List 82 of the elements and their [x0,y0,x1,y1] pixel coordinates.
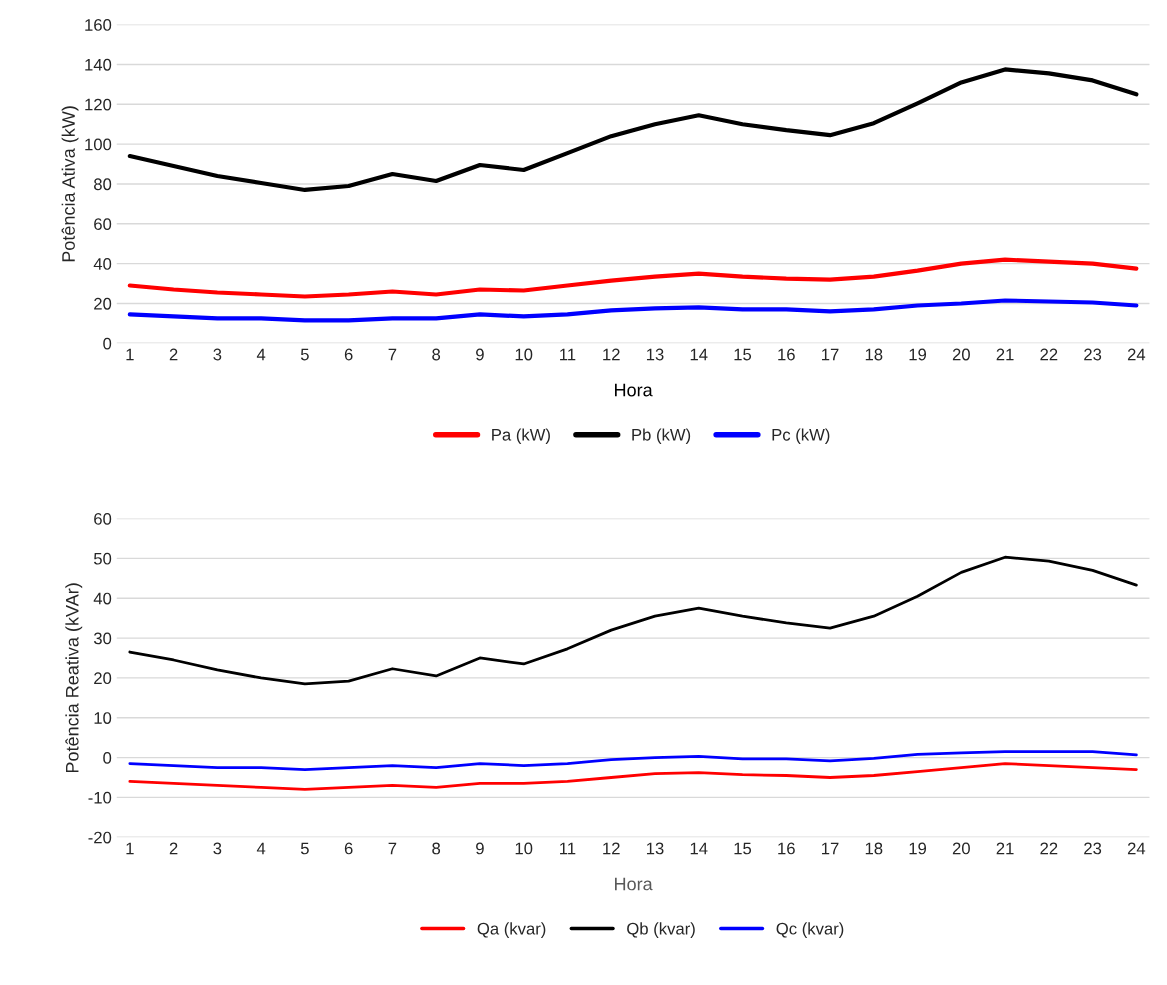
x-tick-label: 22 [1040,348,1058,361]
x-tick-label: 20 [952,842,970,855]
x-tick-label: 12 [603,348,620,361]
x-tick-label: 19 [909,842,927,855]
x-tick-label: 5 [300,348,309,361]
x-tick-label: 21 [996,348,1014,361]
y-tick-label: 160 [85,19,112,31]
x-tick-label: 7 [388,348,397,361]
x-tick-label: 13 [646,348,664,361]
x-tick-label: 17 [822,348,839,361]
y-tick-label: 20 [94,672,112,685]
x-tick-label: 9 [476,348,484,361]
x-tick-label: 10 [515,842,533,855]
x-tick-label: 6 [344,348,353,361]
line-series [128,555,1138,686]
legend-label: Pb (kW) [632,428,691,444]
x-tick-label: 15 [734,842,752,855]
x-tick-label: 8 [432,348,441,361]
x-tick-label: 23 [1084,842,1102,855]
x-tick-label: 18 [865,842,883,855]
legend-label: Pc (kW) [772,428,830,444]
x-tick-label: 16 [778,842,795,855]
x-tick-label: 1 [126,842,134,855]
line-series [127,257,1139,299]
y-tick-label: 140 [85,58,112,71]
y-tick-label: 30 [93,632,112,645]
y-tick-label: 120 [85,98,112,111]
y-tick-label: 60 [94,218,112,230]
y-tick-label: 80 [94,178,112,191]
x-tick-label: 2 [169,842,178,855]
y-tick-label: 10 [94,712,112,724]
line-series [127,298,1139,323]
x-tick-label: 4 [256,842,266,855]
x-tick-label: 16 [778,348,795,361]
x-tick-label: 3 [213,842,222,855]
x-tick-label: 13 [646,842,664,855]
line-series [127,67,1139,193]
x-tick-label: 9 [476,842,484,855]
y-axis-title: Potência Ativa (kW) [61,106,79,262]
x-tick-label: 19 [909,348,927,361]
x-tick-label: 24 [1127,842,1146,855]
line-series [128,750,1138,771]
x-axis-title: Hora [615,383,653,397]
y-tick-label: 100 [85,138,112,151]
x-tick-label: 7 [388,842,397,855]
x-tick-label: 22 [1040,842,1058,855]
x-tick-label: 20 [952,348,970,361]
y-tick-label: 40 [93,258,112,270]
x-tick-label: 24 [1127,348,1146,361]
x-axis-title: Hora [615,877,653,891]
x-tick-label: 8 [432,842,441,855]
x-tick-label: 5 [300,842,309,855]
x-tick-label: 11 [560,348,576,361]
x-tick-label: 1 [126,348,134,361]
x-tick-label: 2 [169,348,178,361]
x-tick-label: 10 [515,348,533,361]
y-tick-label: 0 [103,337,112,350]
x-tick-label: 14 [690,348,708,361]
x-tick-label: 18 [865,348,883,361]
legend-label: Qa (kvar) [477,922,546,938]
x-tick-label: 11 [560,842,576,855]
line-series [128,762,1138,791]
x-tick-label: 12 [603,842,620,855]
x-tick-label: 15 [734,348,752,361]
x-tick-label: 23 [1084,348,1102,361]
y-tick-label: 20 [94,297,112,310]
y-tick-label: 40 [93,592,112,605]
y-tick-label: 60 [94,512,112,525]
x-tick-label: 21 [996,842,1014,855]
y-tick-label: -10 [88,791,112,804]
y-tick-label: -20 [88,831,112,844]
legend-label: Qb (kvar) [627,922,695,938]
x-tick-label: 4 [256,348,266,361]
legend-label: Pa (kW) [492,428,550,444]
x-tick-label: 3 [213,348,222,361]
legend-label: Qc (kvar) [776,922,844,938]
y-axis-title: Potência Reativa (kVAr) [65,583,83,773]
y-tick-label: 50 [93,552,112,565]
x-tick-label: 14 [690,842,708,855]
y-tick-label: 0 [103,751,112,764]
x-tick-label: 17 [822,842,839,855]
x-tick-label: 6 [344,842,353,855]
